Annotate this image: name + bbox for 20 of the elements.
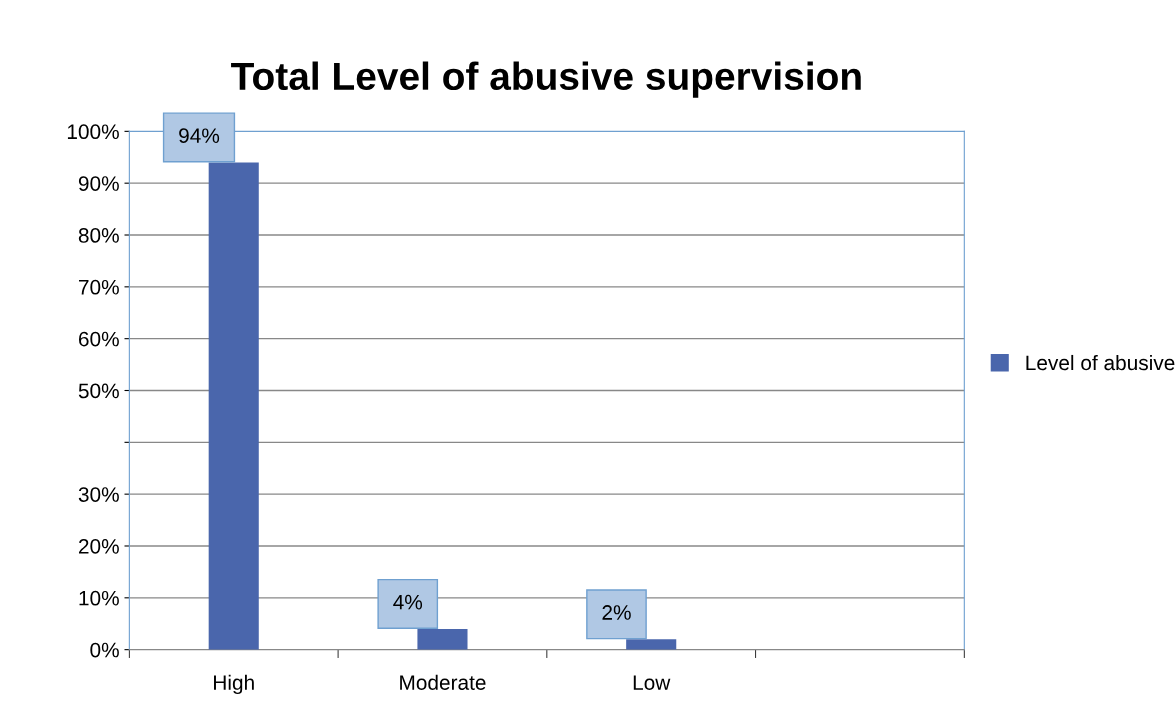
data-label: 94%: [179, 128, 220, 144]
y-tick-label: 70%: [79, 279, 119, 295]
y-tick-label: 0%: [90, 642, 119, 658]
y-tick-label: 60%: [79, 331, 119, 347]
y-tick-label: 80%: [78, 228, 119, 243]
y-tick-label: 100%: [67, 124, 119, 140]
bar: [417, 628, 468, 650]
y-tick-label: 90%: [78, 176, 119, 191]
y-tick-label: 10%: [79, 590, 119, 606]
data-label: 2%: [602, 605, 631, 620]
x-tick-label: Moderate: [400, 674, 486, 690]
bar: [626, 639, 677, 650]
y-tick-label: 20%: [78, 538, 119, 554]
x-tick-label: Low: [633, 675, 671, 690]
legend-label: Level of abusive: [1026, 354, 1175, 371]
y-tick-label: 50%: [78, 383, 119, 399]
y-tick-label: 30%: [78, 487, 119, 502]
chart-title: Total Level of abusive supervision: [231, 61, 861, 98]
x-tick-label: High: [214, 674, 254, 695]
data-label: 4%: [393, 594, 423, 610]
